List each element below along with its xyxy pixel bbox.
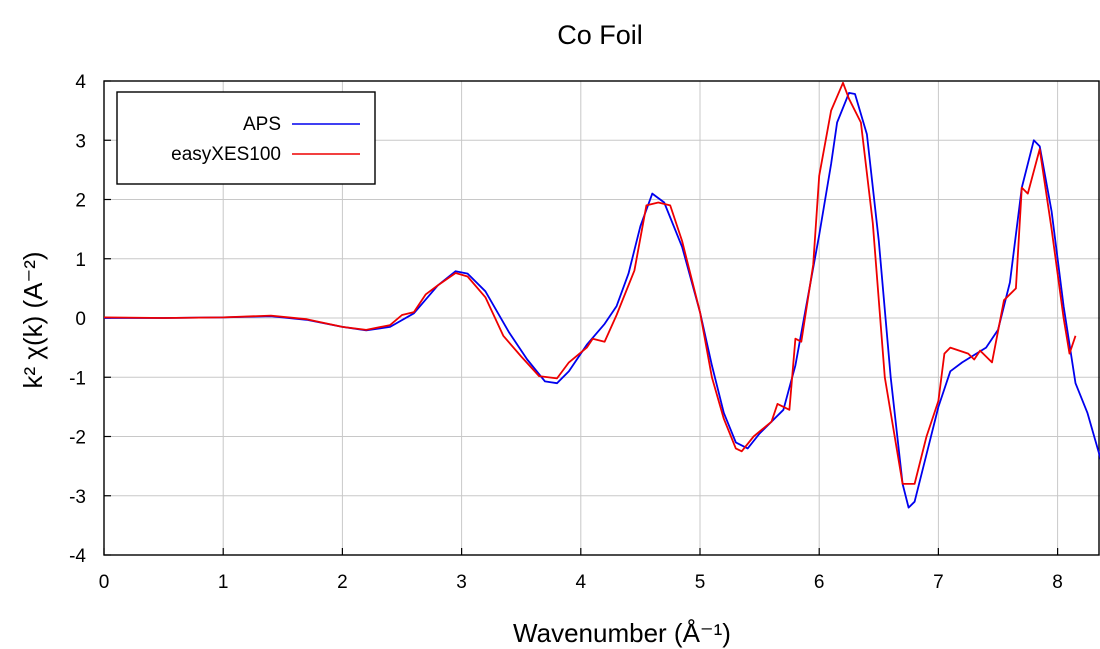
x-tick-label: 0 xyxy=(99,572,110,593)
y-tick-label: 1 xyxy=(75,250,86,271)
y-tick-label: 2 xyxy=(75,191,86,212)
y-tick-label: -1 xyxy=(69,368,86,389)
x-tick-label: 8 xyxy=(1052,572,1063,593)
legend-box xyxy=(116,91,376,185)
x-axis-label: Wavenumber (Å⁻¹) xyxy=(513,618,731,648)
y-tick-label: -3 xyxy=(69,487,86,508)
chart-title: Co Foil xyxy=(557,20,643,50)
x-tick-label: 2 xyxy=(337,572,348,593)
y-axis-label: k² χ(k) (A⁻²) xyxy=(18,251,48,388)
y-tick-label: 0 xyxy=(75,309,86,330)
x-tick-label: 6 xyxy=(814,572,825,593)
y-tick-label: 4 xyxy=(75,72,86,93)
legend-label-easyxes100: easyXES100 xyxy=(171,144,281,165)
x-tick-label: 4 xyxy=(576,572,587,593)
series-line-aps xyxy=(104,92,1100,509)
legend-label-aps: APS xyxy=(243,114,281,135)
legend: APS easyXES100 xyxy=(116,91,376,185)
series-lines xyxy=(104,81,1100,509)
y-tick-label: -4 xyxy=(69,546,86,567)
x-tick-label: 3 xyxy=(456,572,467,593)
series-line-easyxes100 xyxy=(104,81,1077,485)
y-tick-label: 3 xyxy=(75,131,86,152)
x-tick-labels: 0 1 2 3 4 5 6 7 8 xyxy=(99,572,1063,593)
x-tick-label: 5 xyxy=(695,572,706,593)
y-tick-label: -2 xyxy=(69,428,86,449)
y-tick-labels: 4 3 2 1 0 -1 -2 -3 -4 xyxy=(69,72,86,567)
x-tick-label: 1 xyxy=(218,572,229,593)
x-tick-label: 7 xyxy=(933,572,944,593)
